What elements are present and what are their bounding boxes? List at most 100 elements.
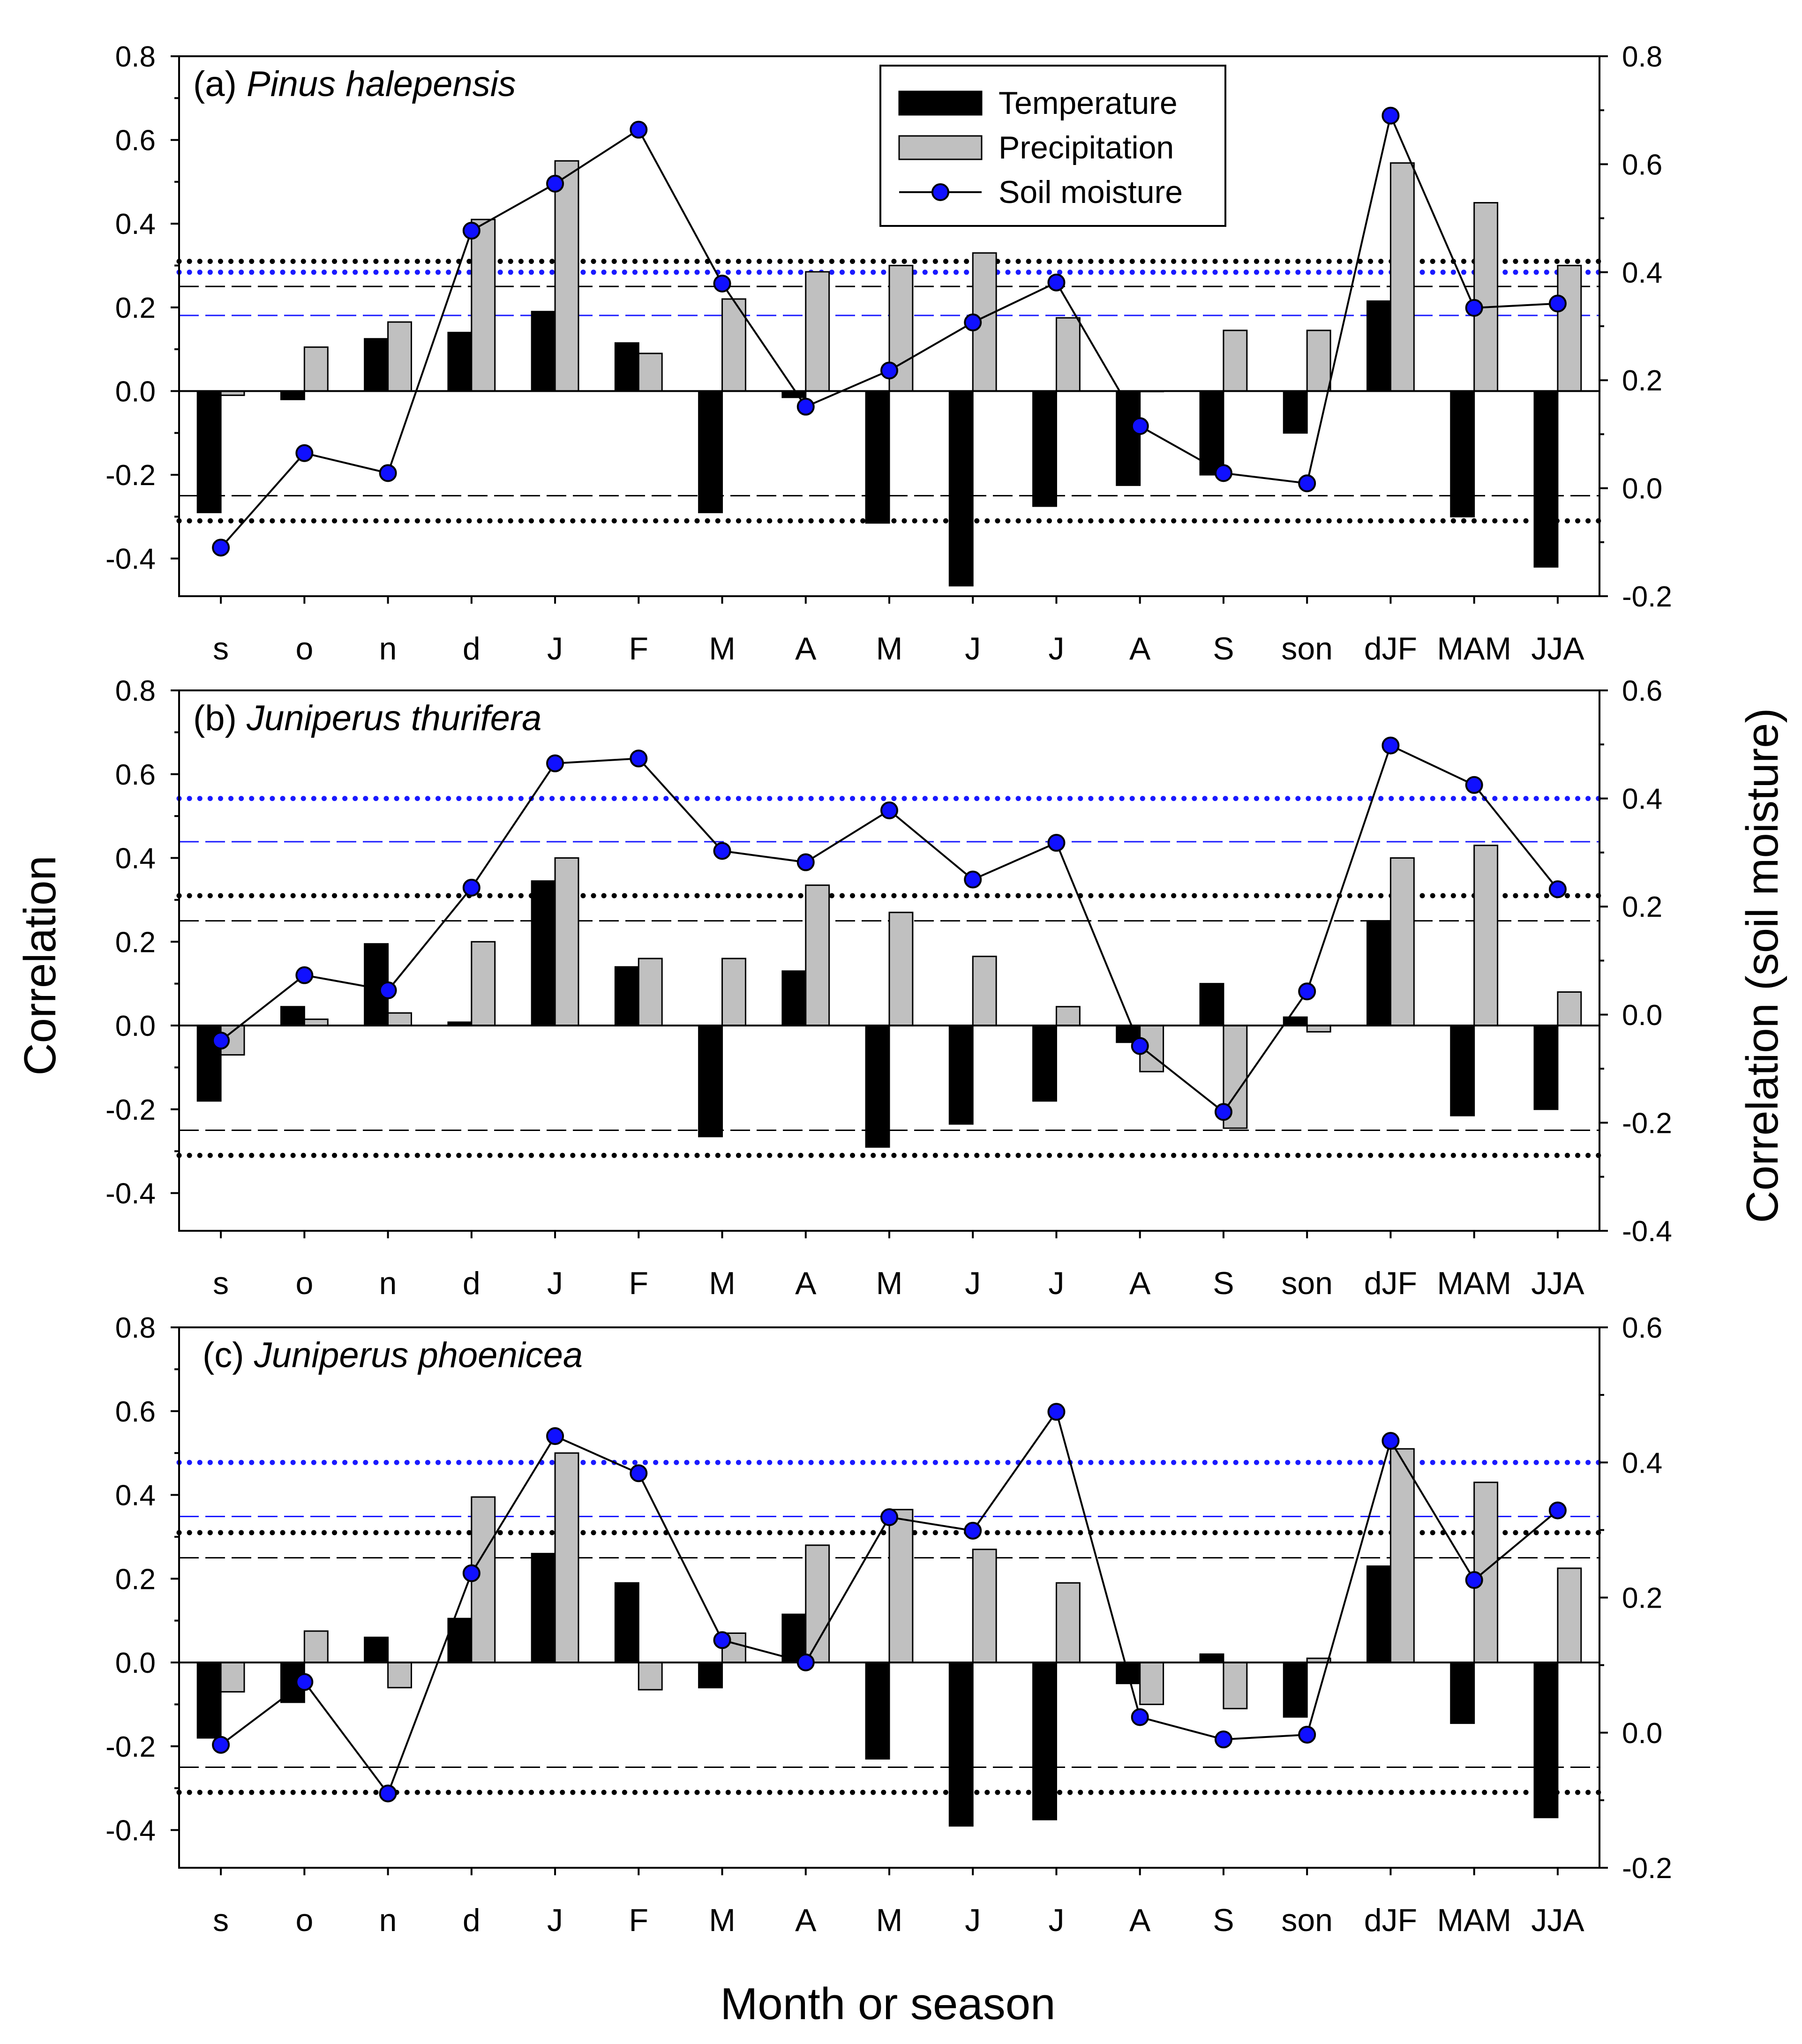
- precipitation-bar-S: [1223, 329, 1248, 392]
- temperature-bar-dJF: [1367, 920, 1391, 1026]
- x-category-label: M: [876, 631, 903, 666]
- x-category-label: JJA: [1531, 1902, 1584, 1938]
- right-tick-label: 0.0: [1622, 1717, 1662, 1750]
- soil-moisture-point-A: [1131, 1037, 1149, 1055]
- left-tick-label: -0.4: [105, 543, 156, 576]
- right-tick-label: -0.2: [1622, 1852, 1672, 1885]
- right-tick-label: -0.4: [1622, 1215, 1672, 1248]
- temperature-bar-M: [698, 390, 723, 513]
- precipitation-bar-o: [303, 346, 329, 392]
- x-category-label: M: [876, 1265, 903, 1301]
- soil-moisture-point-J: [546, 1427, 564, 1445]
- soil-moisture-point-S: [1214, 1730, 1232, 1749]
- x-category-label: J: [547, 1265, 563, 1301]
- left-tick-label: -0.4: [105, 1815, 156, 1847]
- soil-moisture-point-F: [630, 1464, 648, 1482]
- soil-moisture-point-J: [964, 1521, 982, 1540]
- temperature-bar-M: [865, 1662, 890, 1760]
- x-category-label: A: [795, 1265, 817, 1301]
- precipitation-bar-dJF: [1389, 162, 1415, 392]
- left-tick-label: 0.4: [115, 208, 156, 240]
- precipitation-bar-J: [554, 857, 579, 1026]
- x-category-label: M: [709, 1902, 736, 1938]
- panel-b: -0.4 -0.2 0.0 0.2 0.4 0.6 0.8 -0.4 -0.2 0.0 0.2 0.4…: [105, 675, 1672, 1301]
- x-category-label: dJF: [1364, 1902, 1417, 1938]
- panel-a: -0.4 -0.2 0.0 0.2 0.4 0.6 0.8 -0.2 0.0 0.2 0.4 0.6 0…: [105, 41, 1672, 666]
- temperature-bar-J: [1032, 1025, 1057, 1102]
- temperature-bar-J: [948, 390, 974, 587]
- soil-moisture-point-S: [1214, 464, 1232, 482]
- precipitation-bar-d: [471, 218, 496, 392]
- temperature-bar-MAM: [1450, 390, 1475, 517]
- right-tick-label: 0.4: [1622, 257, 1662, 289]
- x-category-label: s: [213, 631, 229, 666]
- x-category-label: A: [795, 1902, 817, 1938]
- precipitation-bar-s: [220, 1662, 245, 1693]
- left-tick-label: -0.4: [105, 1178, 156, 1210]
- left-tick-label: 0.6: [115, 759, 156, 791]
- temperature-bar-s: [196, 390, 222, 513]
- left-tick-label: 0.4: [115, 1480, 156, 1512]
- left-tick-label: 0.0: [115, 375, 156, 408]
- right-tick-label: -0.2: [1622, 1107, 1672, 1139]
- precipitation-bar-JJA: [1557, 991, 1582, 1026]
- soil-moisture-point-dJF: [1382, 736, 1400, 755]
- temperature-bar-S: [1199, 983, 1224, 1026]
- temperature-bar-J: [948, 1662, 974, 1827]
- soil-moisture-point-A: [1131, 417, 1149, 435]
- precipitation-bar-A: [805, 271, 830, 392]
- x-category-label: d: [463, 631, 481, 666]
- precipitation-bar-dJF: [1389, 857, 1415, 1026]
- soil-moisture-point-S: [1214, 1103, 1232, 1121]
- precipitation-bar-M: [888, 1509, 914, 1663]
- temperature-bar-M: [865, 1025, 890, 1148]
- temperature-bar-s: [196, 1662, 222, 1739]
- temperature-bar-M: [698, 1662, 723, 1689]
- soil-moisture-point-J: [1047, 273, 1066, 292]
- x-category-label: M: [876, 1902, 903, 1938]
- x-category-label: S: [1213, 1902, 1234, 1938]
- x-category-label: A: [1129, 631, 1151, 666]
- temperature-bar-J: [1032, 1662, 1057, 1820]
- legend-temperature-label: Temperature: [999, 85, 1178, 121]
- soil-moisture-point-J: [964, 870, 982, 889]
- temperature-bar-S: [1199, 1653, 1224, 1663]
- temperature-bar-MAM: [1450, 1025, 1475, 1116]
- x-category-label: JJA: [1531, 1265, 1584, 1301]
- soil-moisture-point-J: [546, 754, 564, 772]
- soil-moisture-point-MAM: [1465, 299, 1483, 317]
- x-category-label: JJA: [1531, 631, 1584, 666]
- legend-soil-label: Soil moisture: [999, 174, 1183, 210]
- temperature-bar-d: [447, 331, 473, 392]
- right-tick-label: 0.6: [1622, 149, 1662, 181]
- soil-moisture-point-o: [295, 966, 314, 984]
- legend-temperature-swatch: [898, 90, 983, 116]
- precipitation-bar-d: [471, 941, 496, 1026]
- x-category-label: s: [213, 1902, 229, 1938]
- precipitation-bar-F: [638, 958, 663, 1026]
- right-tick-label: 0.0: [1622, 473, 1662, 505]
- x-category-label: o: [295, 631, 313, 666]
- soil-moisture-point-JJA: [1548, 1501, 1567, 1520]
- precipitation-bar-J: [1055, 1006, 1081, 1026]
- soil-moisture-point-d: [462, 878, 481, 897]
- right-tick-label: 0.0: [1622, 999, 1662, 1032]
- x-category-label: J: [1048, 1902, 1064, 1938]
- soil-moisture-point-J: [546, 174, 564, 193]
- soil-moisture-point-M: [713, 1631, 731, 1649]
- precipitation-bar-S: [1223, 1662, 1248, 1709]
- x-category-label: MAM: [1437, 1902, 1511, 1938]
- temperature-bar-o: [280, 390, 305, 400]
- left-tick-label: 0.0: [115, 1010, 156, 1042]
- soil-moisture-point-J: [1047, 1403, 1066, 1421]
- x-category-label: M: [709, 1265, 736, 1301]
- temperature-bar-n: [364, 1636, 389, 1663]
- x-category-label: n: [379, 1265, 397, 1301]
- precipitation-bar-J: [972, 956, 997, 1026]
- precipitation-bar-F: [638, 352, 663, 392]
- x-category-label: A: [1129, 1265, 1151, 1301]
- panel-title: (a) Pinus halepensis: [193, 64, 516, 104]
- temperature-bar-M: [698, 1025, 723, 1138]
- x-category-label: o: [295, 1902, 313, 1938]
